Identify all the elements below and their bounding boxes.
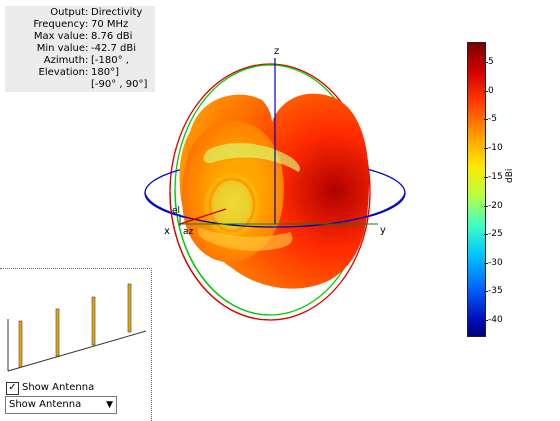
colorbar-tick-label: -5 (488, 114, 497, 124)
colorbar-tickmark (484, 263, 488, 264)
info-row-elevation: Elevation : 180°] (5, 67, 155, 79)
elevation-ring-red-front (169, 191, 271, 321)
colorbar-tickmark (484, 91, 488, 92)
info-key: Frequency (33, 19, 85, 30)
ground-line (7, 330, 147, 372)
antenna-element (18, 320, 23, 368)
info-row-min: Min value : -42.7 dBi (5, 43, 155, 55)
antenna-element (55, 308, 60, 357)
colorbar-tickmark (484, 62, 488, 63)
colorbar-tickmark (484, 320, 488, 321)
info-key: Elevation (38, 67, 85, 78)
info-sep: : (85, 55, 89, 66)
el-label: el (172, 206, 180, 216)
info-key: Output (50, 7, 85, 18)
antenna-element (127, 283, 132, 333)
azimuth-ring-blue-front (144, 192, 406, 228)
info-sep: : (85, 7, 89, 18)
colorbar-tick-label: 5 (488, 57, 494, 67)
antenna-preview-panel (0, 268, 152, 421)
colorbar-tickmark (484, 291, 488, 292)
info-row-extra: [-90° , 90°] (5, 79, 155, 91)
colorbar (467, 42, 486, 337)
info-sep: : (85, 67, 89, 78)
colorbar-tick-label: -15 (488, 172, 503, 182)
colorbar-tick-label: -35 (488, 286, 503, 296)
colorbar-tick-label: -30 (488, 258, 503, 268)
colorbar-tick-label: -40 (488, 315, 503, 325)
show-antenna-label[interactable]: Show Antenna (22, 382, 95, 393)
colorbar-tickmark (484, 177, 488, 178)
antenna-element (91, 296, 96, 346)
colorbar-tickmark (484, 206, 488, 207)
x-axis-label: x (164, 226, 170, 237)
info-row-azimuth: Azimuth : [-180° , (5, 55, 155, 67)
info-value: 70 MHz (91, 19, 129, 30)
info-key: Azimuth (43, 55, 85, 66)
colorbar-tickmark (484, 148, 488, 149)
y-axis-label: y (380, 225, 386, 236)
info-value: [-180° , (91, 55, 129, 66)
z-axis-label: z (274, 46, 279, 57)
info-key: Max value (33, 31, 85, 42)
pattern-null-band (197, 228, 293, 251)
info-row-output: Output : Directivity (5, 7, 155, 19)
chevron-down-icon[interactable]: ▼ (106, 400, 113, 410)
info-value: 180°] (91, 67, 119, 78)
info-sep: : (85, 31, 89, 42)
info-panel: Output : Directivity Frequency : 70 MHz … (5, 6, 155, 92)
antenna-display-dropdown[interactable]: Show Antenna ▼ (5, 396, 117, 414)
front-lobe-ring (208, 177, 256, 233)
dropdown-value: Show Antenna (9, 399, 82, 410)
info-key: Min value (36, 43, 85, 54)
info-row-max: Max value : 8.76 dBi (5, 31, 155, 43)
pattern-null-band (203, 143, 300, 172)
colorbar-tickmark (484, 234, 488, 235)
colorbar-tick-label: 0 (488, 86, 494, 96)
colorbar-tick-label: -25 (488, 229, 503, 239)
colorbar-tick-label: -10 (488, 143, 503, 153)
info-value: [-90° , 90°] (91, 79, 148, 90)
colorbar-tickmark (484, 119, 488, 120)
antenna-geometry (7, 283, 147, 372)
info-value: 8.76 dBi (91, 31, 133, 42)
colorbar-unit-label: dBi (505, 168, 515, 183)
info-value: Directivity (91, 7, 143, 18)
info-value: -42.7 dBi (91, 43, 137, 54)
pattern-null-region (204, 173, 260, 237)
colorbar-tick-label: -20 (488, 201, 503, 211)
elevation-ring-green-front (174, 189, 271, 316)
info-sep: : (85, 43, 89, 54)
show-antenna-checkbox[interactable]: ✓ (6, 382, 19, 395)
x-axis-line (179, 208, 227, 225)
az-label: az (183, 227, 194, 237)
info-sep: : (85, 19, 89, 30)
info-row-frequency: Frequency : 70 MHz (5, 19, 155, 31)
